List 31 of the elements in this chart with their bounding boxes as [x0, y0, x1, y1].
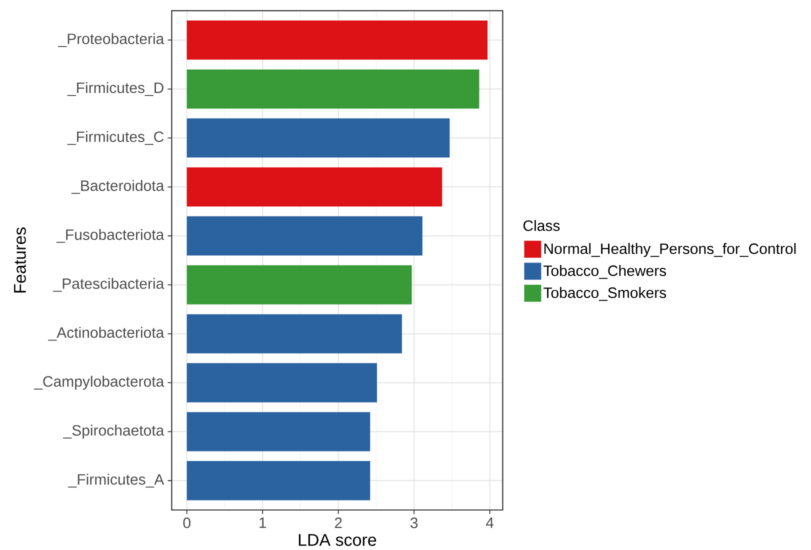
y-axis-title: Features [14, 227, 26, 293]
y-tick-label: _Actinobacteriota [48, 326, 164, 341]
legend-label: Tobacco_Chewers [544, 265, 666, 279]
x-tick-label: 3 [410, 518, 418, 528]
bar [186, 461, 370, 500]
y-tick-label: _Spirochaetota [63, 424, 164, 439]
bar [186, 69, 480, 109]
x-tick-label: 0 [183, 518, 190, 528]
legend-label: Tobacco_Smokers [544, 287, 666, 301]
y-tick-label: _Campylobacterota [34, 376, 164, 390]
bar [186, 216, 422, 256]
x-tick-label: 4 [486, 518, 494, 528]
bar [186, 412, 370, 452]
bar [186, 118, 450, 158]
y-tick-label: _Firmicutes_C [67, 131, 164, 145]
y-tick-label: _Firmicutes_D [67, 82, 164, 96]
x-axis-title: LDA score [298, 534, 376, 546]
bar [186, 314, 402, 354]
x-tick-label: 2 [334, 518, 342, 528]
y-tick-label: _Patescibacteria [53, 278, 164, 292]
y-tick-label: _Firmicutes_A [68, 474, 164, 488]
y-tick-label: _Proteobacteria [58, 33, 164, 47]
bar [186, 20, 488, 60]
y-tick-label: _Bacteroidota [71, 180, 164, 194]
legend-title: Class [523, 220, 560, 231]
bar [186, 167, 442, 207]
bar [186, 265, 412, 304]
x-tick-label: 1 [260, 518, 266, 528]
y-tick-label: _Fusobacteriota [56, 228, 164, 243]
legend-label: Normal_Healthy_Persons_for_Control [544, 243, 796, 257]
bar [186, 363, 377, 402]
